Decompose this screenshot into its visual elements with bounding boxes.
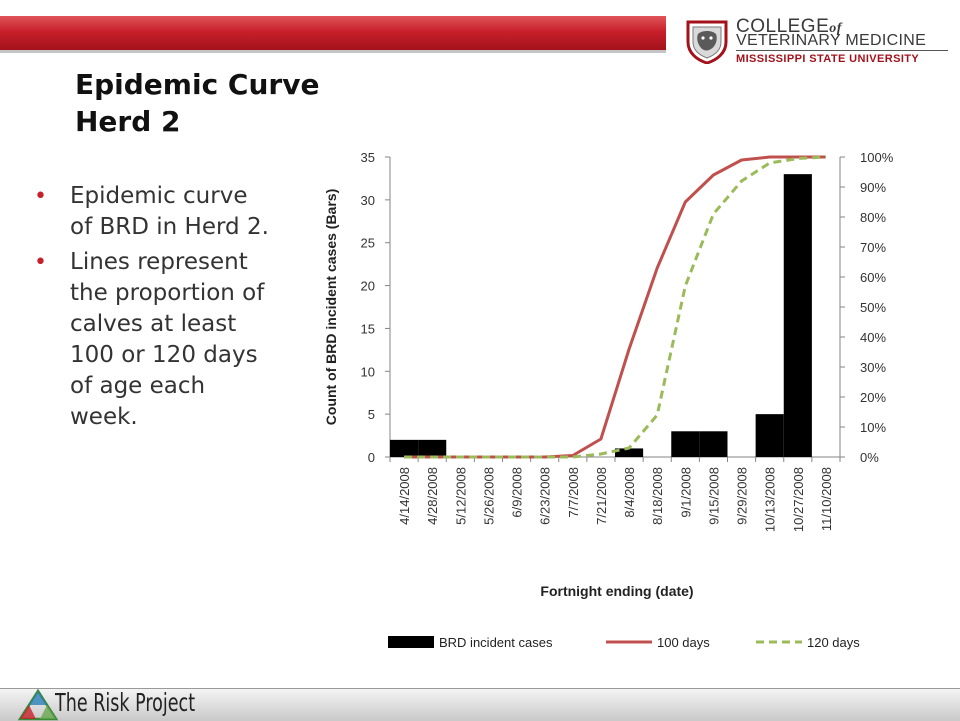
bar xyxy=(755,414,784,457)
logo-divider xyxy=(736,50,948,51)
x-tick-label: 7/7/2008 xyxy=(566,467,581,518)
x-tick-label: 9/15/2008 xyxy=(706,467,721,525)
right-tick-label: 30% xyxy=(860,360,886,375)
right-tick-label: 60% xyxy=(860,270,886,285)
bar xyxy=(783,174,812,457)
series-line-120-days xyxy=(404,155,826,459)
title-line-2: Herd 2 xyxy=(75,105,181,138)
right-tick-label: 40% xyxy=(860,330,886,345)
bar xyxy=(418,439,447,457)
x-tick-label: 8/4/2008 xyxy=(622,467,637,518)
x-tick-label: 6/9/2008 xyxy=(510,467,525,518)
left-tick-label: 25 xyxy=(361,236,375,251)
logo-college-text: COLLEGEof xyxy=(736,16,842,37)
left-axis-title: Count of BRD incident cases (Bars) xyxy=(323,189,339,425)
x-tick-label: 11/10/2008 xyxy=(819,467,834,531)
x-tick-label: 5/26/2008 xyxy=(481,467,496,525)
x-tick-label: 10/13/2008 xyxy=(763,467,778,532)
header-banner-shadow xyxy=(0,50,666,53)
college-logo: COLLEGEof VETERINARY MEDICINE MISSISSIPP… xyxy=(684,16,954,66)
footer-project-name: The Risk Project xyxy=(55,688,196,717)
bar xyxy=(699,431,728,457)
right-tick-label: 0% xyxy=(860,450,879,465)
bullet-list: Epidemic curve of BRD in Herd 2. Lines r… xyxy=(34,181,274,437)
right-tick-label: 90% xyxy=(860,180,886,195)
right-tick-label: 100% xyxy=(860,150,894,165)
left-tick-label: 20 xyxy=(361,279,375,294)
bar xyxy=(390,439,419,457)
logo-university-text: MISSISSIPPI STATE UNIVERSITY xyxy=(736,53,920,65)
x-tick-label: 7/21/2008 xyxy=(594,467,609,525)
title-line-1: Epidemic Curve xyxy=(75,68,320,101)
bar xyxy=(671,431,700,457)
x-tick-label: 9/29/2008 xyxy=(735,467,750,525)
x-tick-label: 10/27/2008 xyxy=(791,467,806,532)
legend-label: 120 days xyxy=(807,635,860,650)
legend-swatch-bar xyxy=(388,636,434,648)
right-tick-label: 50% xyxy=(860,300,886,315)
bulldog-emblem-icon xyxy=(686,20,728,64)
left-tick-label: 0 xyxy=(368,450,375,465)
x-tick-label: 6/23/2008 xyxy=(538,467,553,525)
bar xyxy=(615,448,644,457)
legend-label: 100 days xyxy=(657,635,710,650)
x-tick-label: 4/28/2008 xyxy=(425,467,440,525)
left-tick-label: 15 xyxy=(361,321,375,336)
series-line-100-days xyxy=(404,155,826,459)
bullet-item: Epidemic curve of BRD in Herd 2. xyxy=(34,181,274,243)
x-tick-label: 5/12/2008 xyxy=(453,467,468,525)
legend-label: BRD incident cases xyxy=(439,635,553,650)
x-tick-label: 8/18/2008 xyxy=(650,467,665,525)
triangle-logo-icon xyxy=(17,689,59,721)
left-tick-label: 30 xyxy=(361,193,375,208)
x-axis-title: Fortnight ending (date) xyxy=(540,583,693,599)
logo-veterinary-text: VETERINARY MEDICINE xyxy=(736,32,927,49)
x-tick-label: 9/1/2008 xyxy=(678,467,693,518)
right-tick-label: 70% xyxy=(860,240,886,255)
left-tick-label: 35 xyxy=(361,150,375,165)
left-tick-label: 10 xyxy=(361,364,375,379)
bullet-item: Lines represent the proportion of calves… xyxy=(34,247,274,433)
right-tick-label: 10% xyxy=(860,420,886,435)
page-title: Epidemic Curve Herd 2 xyxy=(75,66,319,140)
right-tick-label: 80% xyxy=(860,210,886,225)
left-tick-label: 5 xyxy=(368,407,375,422)
footer-bar: The Risk Project xyxy=(0,688,960,721)
right-tick-label: 20% xyxy=(860,390,886,405)
x-tick-label: 4/14/2008 xyxy=(397,467,412,525)
header-banner xyxy=(0,16,666,50)
epidemic-curve-chart: 0 5 10 15 20 25 30 35 0% 10% 20% 30% 40% 50% 60% 70% 80%… xyxy=(323,150,894,650)
